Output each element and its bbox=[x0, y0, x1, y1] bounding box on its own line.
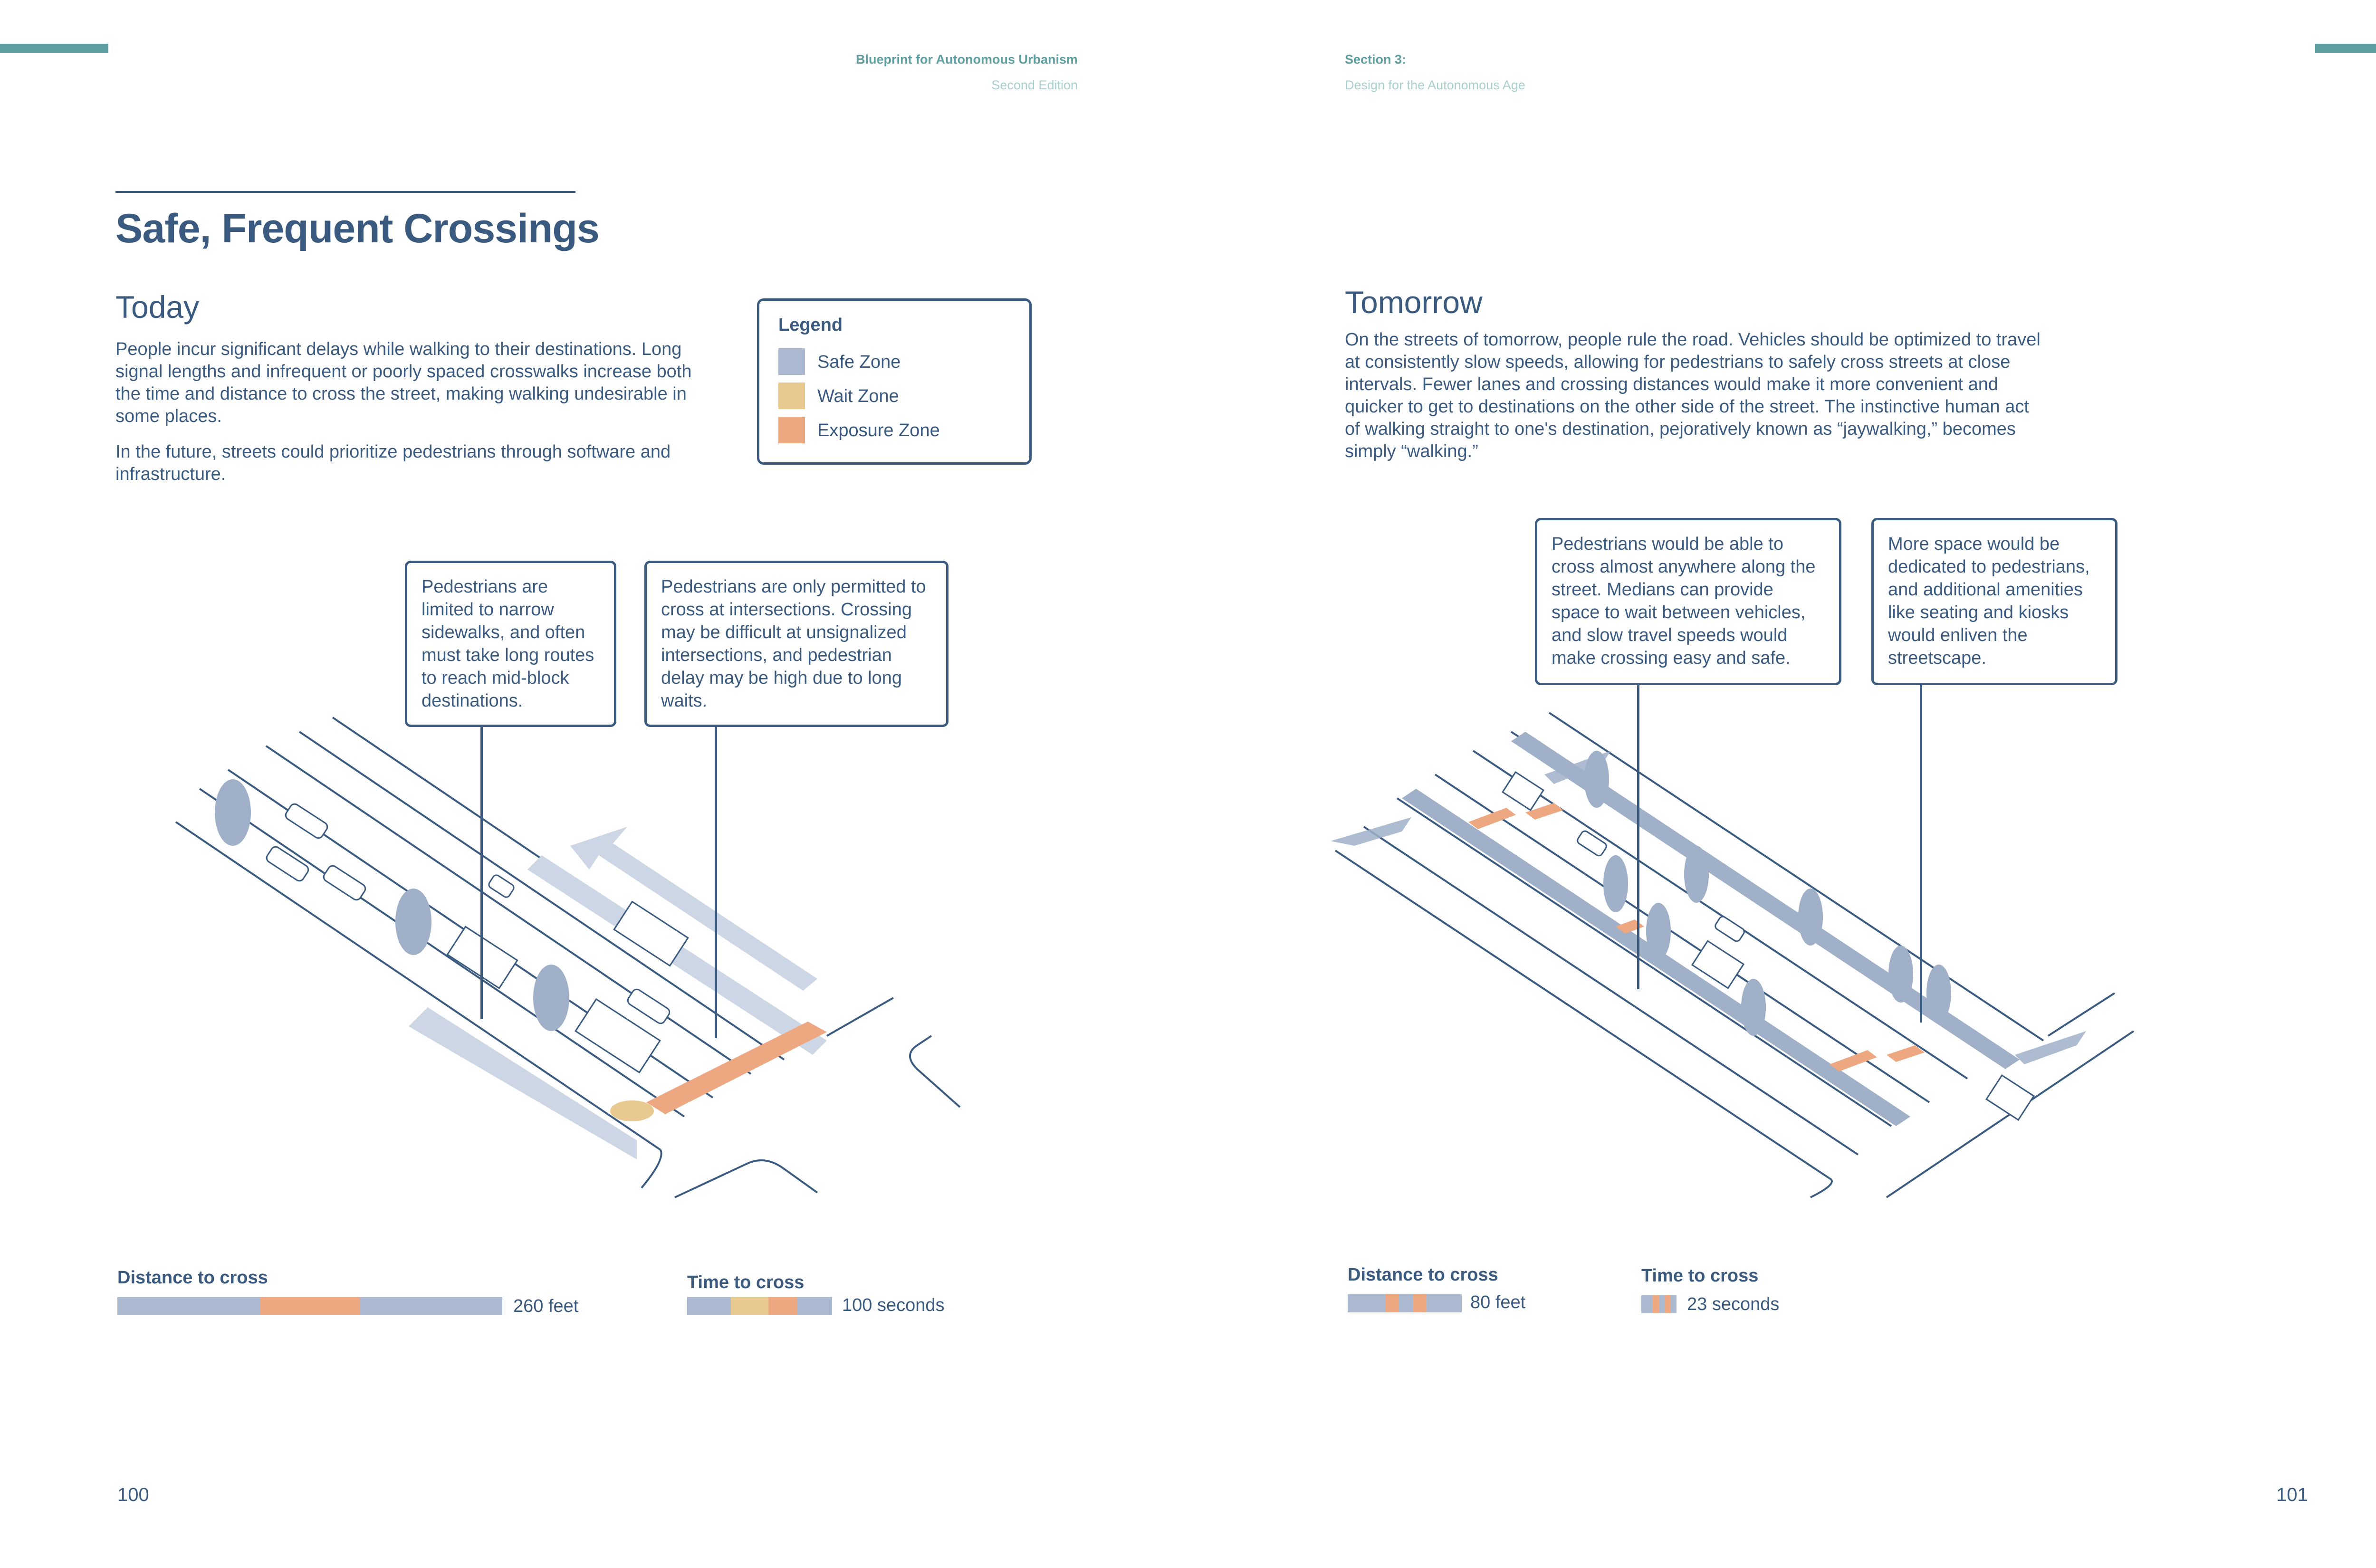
exposure-zone-segment bbox=[768, 1297, 797, 1315]
tomorrow-callout-crossings: Pedestrians would be able to cross almos… bbox=[1535, 518, 1841, 685]
header-accent-bar-right bbox=[2315, 44, 2376, 53]
exposure-zone-segment bbox=[1665, 1295, 1671, 1313]
tomorrow-arrow-3 bbox=[2015, 1031, 2086, 1064]
exposure-zone-segment bbox=[1653, 1295, 1659, 1313]
tomorrow-distance-bar bbox=[1348, 1294, 1462, 1312]
exposure-zone-segment bbox=[259, 1297, 360, 1315]
leader-line-crossings bbox=[1637, 685, 1639, 989]
title-rule bbox=[115, 191, 575, 193]
today-paragraph-2: In the future, streets could prioritize … bbox=[115, 442, 671, 484]
tomorrow-time-label: Time to cross bbox=[1641, 1266, 1759, 1286]
section-subtitle: Design for the Autonomous Age bbox=[1345, 78, 1525, 92]
safe-zone-segment bbox=[1426, 1294, 1462, 1312]
book-edition: Second Edition bbox=[991, 78, 1078, 92]
exposure-zone-swatch bbox=[778, 417, 805, 443]
today-time-value: 100 seconds bbox=[842, 1295, 945, 1315]
safe-zone-segment bbox=[797, 1297, 832, 1315]
legend-label: Wait Zone bbox=[817, 386, 899, 406]
page-number-left: 100 bbox=[117, 1484, 149, 1505]
legend-label: Exposure Zone bbox=[817, 421, 940, 440]
today-sidewalk-left bbox=[409, 1007, 637, 1159]
safe-zone-segment bbox=[1348, 1294, 1386, 1312]
today-arrow bbox=[570, 827, 817, 991]
safe-zone-segment bbox=[1659, 1295, 1665, 1313]
today-time-label: Time to cross bbox=[687, 1272, 805, 1292]
wait-zone-segment bbox=[730, 1297, 768, 1315]
header-accent-bar-left bbox=[0, 44, 108, 53]
today-distance-value: 260 feet bbox=[513, 1296, 579, 1316]
page-number-right: 101 bbox=[2276, 1484, 2308, 1505]
tomorrow-callout-amenities: More space would be dedicated to pedestr… bbox=[1871, 518, 2117, 685]
today-street-illustration bbox=[175, 717, 961, 1198]
today-crosswalk bbox=[646, 1022, 827, 1114]
exposure-zone-segment bbox=[1385, 1294, 1399, 1312]
tomorrow-crossing-2 bbox=[1525, 803, 1563, 820]
leader-line-sidewalks bbox=[480, 727, 483, 1019]
safe-zone-segment bbox=[1399, 1294, 1413, 1312]
tomorrow-paragraph: On the streets of tomorrow, people rule … bbox=[1345, 330, 2041, 461]
today-subhead: Today bbox=[115, 289, 200, 325]
tomorrow-arrow-1 bbox=[1331, 817, 1411, 846]
tomorrow-distance-label: Distance to cross bbox=[1348, 1265, 1498, 1285]
safe-zone-segment bbox=[1641, 1295, 1653, 1313]
page-title: Safe, Frequent Crossings bbox=[115, 206, 600, 251]
today-distance-bar bbox=[117, 1297, 502, 1315]
today-callout-intersections: Pedestrians are only permitted to cross … bbox=[644, 561, 948, 727]
legend-title: Legend bbox=[778, 315, 843, 335]
today-paragraph-1: People incur significant delays while wa… bbox=[115, 339, 692, 426]
tomorrow-time-bar bbox=[1641, 1295, 1677, 1313]
safe-zone-swatch bbox=[778, 348, 805, 375]
safe-zone-segment bbox=[360, 1297, 502, 1315]
safe-zone-segment bbox=[687, 1297, 731, 1315]
today-distance-label: Distance to cross bbox=[117, 1268, 268, 1288]
tomorrow-subhead: Tomorrow bbox=[1345, 285, 1483, 320]
legend-label: Safe Zone bbox=[817, 352, 901, 372]
leader-line-intersections bbox=[715, 727, 717, 1038]
book-title: Blueprint for Autonomous Urbanism bbox=[856, 52, 1078, 67]
tomorrow-crossing-1 bbox=[1468, 808, 1516, 829]
safe-zone-segment bbox=[117, 1297, 260, 1315]
legend: Legend Safe Zone Wait Zone Exposure Zone bbox=[757, 298, 1032, 465]
today-wait-spot bbox=[610, 1100, 654, 1121]
exposure-zone-segment bbox=[1412, 1294, 1427, 1312]
tomorrow-time-value: 23 seconds bbox=[1687, 1294, 1780, 1314]
safe-zone-segment bbox=[1671, 1295, 1677, 1313]
tomorrow-crossing-4 bbox=[1887, 1045, 1925, 1062]
wait-zone-swatch bbox=[778, 382, 805, 409]
section-title: Section 3: bbox=[1345, 52, 1407, 67]
today-callout-sidewalks: Pedestrians are limited to narrow sidewa… bbox=[405, 561, 616, 727]
tomorrow-distance-value: 80 feet bbox=[1470, 1292, 1526, 1312]
tomorrow-street-illustration bbox=[1331, 712, 2135, 1198]
today-time-bar bbox=[687, 1297, 832, 1315]
leader-line-amenities bbox=[1920, 685, 1922, 1023]
tomorrow-crossing-3 bbox=[1830, 1050, 1877, 1071]
